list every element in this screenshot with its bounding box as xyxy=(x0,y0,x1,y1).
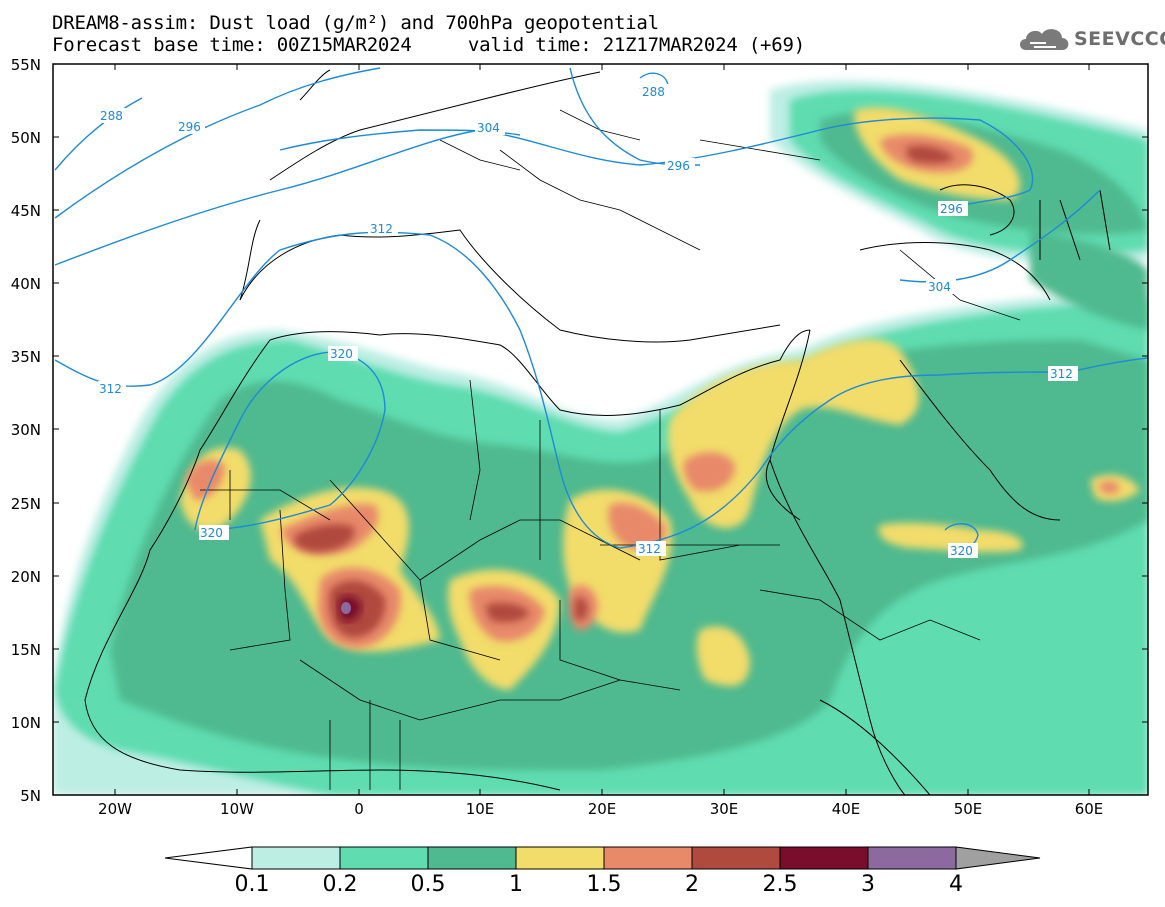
contour-label-312-sudan: 312 xyxy=(638,542,661,556)
colorbar-swatch-1 xyxy=(339,846,429,870)
contour-label-320-arabia: 320 xyxy=(950,544,973,558)
colorbar-swatch-2 xyxy=(427,846,517,870)
contour-label-296-west: 296 xyxy=(178,120,201,134)
contour-label-312-west: 312 xyxy=(370,222,393,236)
colorbar-over-arrow xyxy=(955,846,1041,870)
colorbar-under-arrow xyxy=(164,846,253,870)
lon-label-30e: 30E xyxy=(709,800,739,818)
lat-label-30n: 30N xyxy=(10,421,41,439)
contour-label-304-west: 304 xyxy=(477,121,500,135)
map-title-line1: DREAM8-assim: Dust load (g/m²) and 700hP… xyxy=(52,12,659,34)
map-title-line2: Forecast base time: 00Z15MAR2024 valid t… xyxy=(52,34,806,56)
lon-label-10w: 10W xyxy=(220,800,254,818)
colorbar xyxy=(164,846,1041,870)
contour-labels: 288 296 304 312 320 288 296 296 304 312 … xyxy=(98,84,1078,558)
lat-label-45n: 45N xyxy=(10,202,41,220)
contour-label-288-east: 288 xyxy=(642,85,665,99)
colorbar-swatch-7 xyxy=(867,846,957,870)
dust-field: 288 296 304 312 320 288 296 296 304 312 … xyxy=(53,64,1148,795)
lon-label-40e: 40E xyxy=(831,800,861,818)
cloud-icon xyxy=(1020,29,1069,50)
lon-label-20w: 20W xyxy=(98,800,132,818)
contour-label-288-west: 288 xyxy=(100,109,123,123)
borders xyxy=(200,109,1021,790)
lat-label-10n: 10N xyxy=(10,714,41,732)
lat-label-50n: 50N xyxy=(10,129,41,147)
contour-label-296-central: 296 xyxy=(667,159,690,173)
seevccc-logo: SEEVCCC xyxy=(1016,22,1165,58)
contour-label-312-iran: 312 xyxy=(1050,367,1073,381)
geopotential-contours xyxy=(54,67,1148,550)
lat-label-5n: 5N xyxy=(20,787,41,805)
colorbar-label-0-5: 0.5 xyxy=(410,872,446,897)
lon-label-60e: 60E xyxy=(1074,800,1104,818)
contour-label-320-west: 320 xyxy=(330,347,353,361)
colorbar-label-0-1: 0.1 xyxy=(234,872,270,897)
colorbar-label-2: 2 xyxy=(685,872,699,897)
lat-label-35n: 35N xyxy=(10,348,41,366)
lat-label-40n: 40N xyxy=(10,275,41,293)
logo-text: SEEVCCC xyxy=(1074,28,1165,50)
colorbar-swatch-5 xyxy=(691,846,781,870)
colorbar-swatch-0 xyxy=(251,846,341,870)
colorbar-label-3: 3 xyxy=(861,872,875,897)
colorbar-label-4: 4 xyxy=(949,872,963,897)
lat-label-15n: 15N xyxy=(10,641,41,659)
lon-label-10e: 10E xyxy=(465,800,495,818)
contour-label-320-sahara: 320 xyxy=(200,526,223,540)
lon-label-20e: 20E xyxy=(587,800,617,818)
colorbar-label-1-5: 1.5 xyxy=(586,872,622,897)
lon-label-50e: 50E xyxy=(953,800,983,818)
lon-label-0: 0 xyxy=(354,800,364,818)
contour-label-304-east: 304 xyxy=(928,280,951,294)
lat-label-25n: 25N xyxy=(10,495,41,513)
colorbar-swatch-3 xyxy=(515,846,605,870)
colorbar-swatch-6 xyxy=(779,846,869,870)
colorbar-swatch-4 xyxy=(603,846,693,870)
colorbar-label-0-2: 0.2 xyxy=(322,872,358,897)
colorbar-label-2-5: 2.5 xyxy=(762,872,798,897)
contour-label-312-atlantic: 312 xyxy=(99,382,122,396)
colorbar-label-1: 1 xyxy=(509,872,523,897)
lat-label-55n: 55N xyxy=(10,56,41,74)
contour-label-296-east: 296 xyxy=(940,202,963,216)
lat-label-20n: 20N xyxy=(10,568,41,586)
axis-ticks xyxy=(53,63,1148,796)
